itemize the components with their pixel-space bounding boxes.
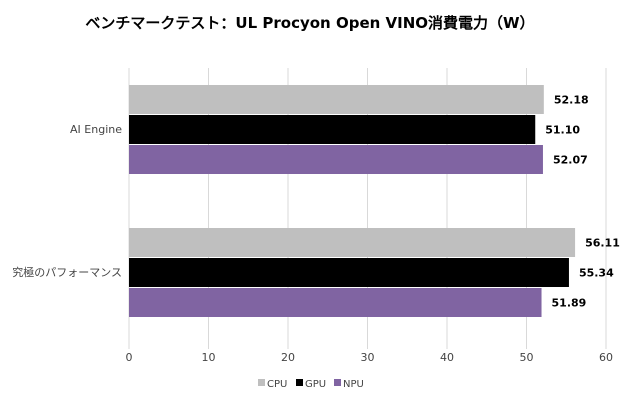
legend-swatch-cpu [258, 379, 265, 386]
legend-swatch-gpu [296, 379, 303, 386]
legend-label: CPU [267, 379, 287, 390]
data-label: 51.10 [545, 124, 580, 137]
bar-gpu [129, 115, 536, 144]
bar-npu [129, 288, 542, 317]
data-label: 52.18 [554, 94, 589, 107]
bar-cpu [129, 228, 576, 257]
legend-label: GPU [305, 379, 326, 390]
bar-cpu [129, 85, 544, 114]
x-tick-label: 10 [202, 351, 216, 364]
data-label: 52.07 [553, 154, 588, 167]
legend-swatch-npu [334, 379, 341, 386]
bar-npu [129, 145, 543, 174]
data-label: 56.11 [585, 237, 620, 250]
x-tick-label: 0 [126, 351, 133, 364]
legend-label: NPU [343, 379, 364, 390]
x-tick-label: 30 [361, 351, 375, 364]
data-label: 51.89 [552, 297, 587, 310]
x-tick-label: 20 [281, 351, 295, 364]
data-label: 55.34 [579, 267, 614, 280]
category-label: 究極のパフォーマンス [12, 265, 122, 279]
chart-title: ベンチマークテスト：UL Procyon Open VINO消費電力（W） [85, 14, 535, 32]
category-label: AI Engine [70, 123, 122, 136]
bar-gpu [129, 258, 569, 287]
x-tick-label: 60 [599, 351, 613, 364]
x-tick-label: 40 [440, 351, 454, 364]
x-tick-label: 50 [520, 351, 534, 364]
